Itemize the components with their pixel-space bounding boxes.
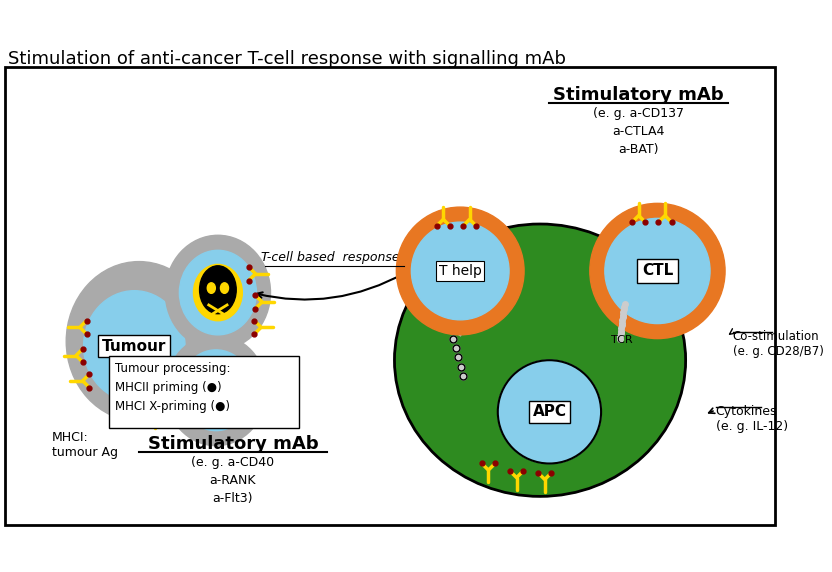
- Circle shape: [411, 222, 509, 320]
- Text: Tumour: Tumour: [102, 339, 166, 353]
- Ellipse shape: [194, 264, 242, 321]
- Text: T-cell based  response: T-cell based response: [261, 252, 400, 264]
- Text: TCR: TCR: [611, 335, 632, 345]
- Text: Tumour processing:
MHCII priming (●)
MHCI X-priming (●): Tumour processing: MHCII priming (●) MHC…: [115, 362, 230, 413]
- Circle shape: [590, 204, 725, 339]
- Ellipse shape: [166, 335, 267, 446]
- Ellipse shape: [207, 283, 215, 293]
- Ellipse shape: [180, 350, 253, 431]
- Text: Stimulatory mAb: Stimulatory mAb: [553, 86, 724, 104]
- Ellipse shape: [180, 251, 256, 335]
- Ellipse shape: [192, 363, 240, 418]
- Ellipse shape: [83, 291, 185, 402]
- FancyBboxPatch shape: [109, 356, 299, 428]
- Text: Cytokines
(e. g. IL-12): Cytokines (e. g. IL-12): [716, 406, 788, 433]
- Text: Stimulation of anti-cancer T-cell response with signalling mAb: Stimulation of anti-cancer T-cell respon…: [7, 50, 566, 68]
- Circle shape: [498, 360, 601, 463]
- Text: MHCI:
tumour Ag: MHCI: tumour Ag: [52, 431, 117, 459]
- Ellipse shape: [198, 364, 234, 411]
- Ellipse shape: [206, 381, 214, 391]
- Text: T help: T help: [438, 264, 482, 278]
- Text: APC: APC: [532, 404, 567, 419]
- Ellipse shape: [166, 235, 270, 350]
- Ellipse shape: [67, 261, 212, 421]
- Text: (e. g. a-CD137
a-CTLA4
a-BAT): (e. g. a-CD137 a-CTLA4 a-BAT): [593, 106, 684, 156]
- Ellipse shape: [200, 266, 236, 313]
- Text: Co-stimulation
(e. g. CD28/B7): Co-stimulation (e. g. CD28/B7): [733, 330, 824, 358]
- Text: Stimulatory mAb: Stimulatory mAb: [147, 435, 318, 454]
- Circle shape: [605, 219, 710, 324]
- Ellipse shape: [220, 283, 229, 293]
- Ellipse shape: [219, 381, 226, 391]
- Text: CTL: CTL: [641, 264, 673, 279]
- Text: (e. g. a-CD40
a-RANK
a-Flt3): (e. g. a-CD40 a-RANK a-Flt3): [191, 456, 275, 505]
- FancyBboxPatch shape: [5, 67, 775, 526]
- Ellipse shape: [394, 224, 686, 496]
- Circle shape: [396, 207, 524, 335]
